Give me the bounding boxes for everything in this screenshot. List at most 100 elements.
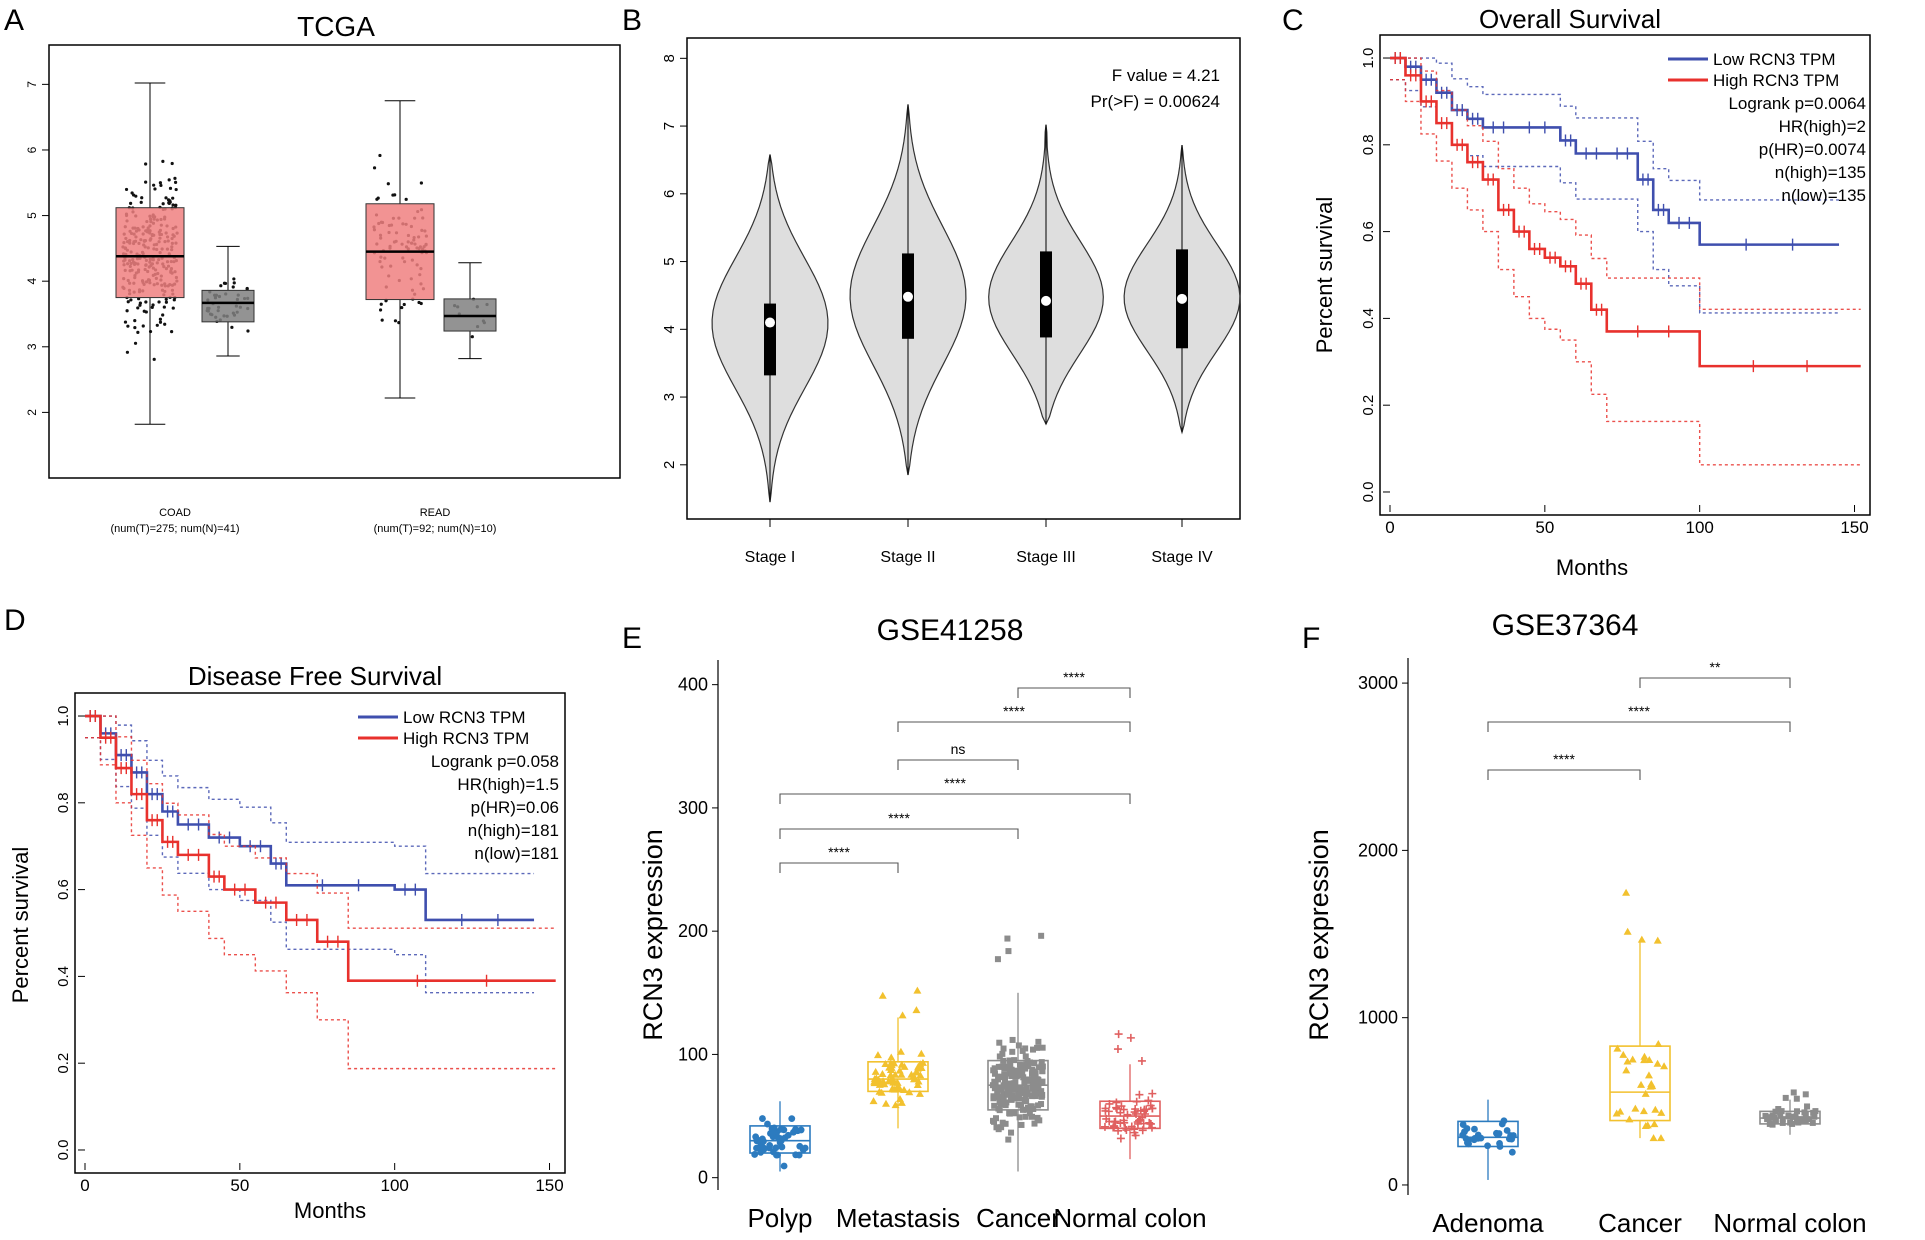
- data-point: [760, 1146, 768, 1153]
- data-point: [1023, 1098, 1030, 1105]
- data-point: [144, 180, 148, 184]
- data-point: [1123, 1110, 1132, 1119]
- data-point: [164, 297, 168, 301]
- data-point: [155, 323, 159, 327]
- significance-label: ****: [1063, 669, 1085, 685]
- significance-label: ****: [944, 775, 966, 791]
- data-point: [126, 300, 130, 304]
- data-point: [1656, 1134, 1665, 1142]
- data-point: [1637, 1080, 1646, 1088]
- stat-logrank: Logrank p=0.0064: [1728, 94, 1866, 113]
- legend-high-label: High RCN3 TPM: [1713, 71, 1839, 90]
- data-point: [1137, 1056, 1146, 1065]
- y-tick-label: 0: [698, 1168, 708, 1188]
- data-point: [142, 309, 146, 313]
- data-point: [912, 1006, 921, 1014]
- data-point: [916, 1071, 925, 1079]
- data-point: [378, 308, 383, 312]
- significance-bracket: [897, 759, 1019, 770]
- x-tick-label: 100: [1685, 518, 1713, 537]
- data-point: [386, 182, 390, 186]
- y-tick-label: 0.4: [1360, 308, 1377, 329]
- x-tick-label: 150: [535, 1176, 563, 1195]
- data-point: [140, 196, 144, 200]
- data-point: [1650, 1120, 1659, 1128]
- stat-hr: HR(high)=2: [1779, 117, 1866, 136]
- data-point: [174, 187, 178, 192]
- significance-label: ****: [828, 844, 850, 860]
- panel-d-title: Disease Free Survival: [188, 661, 442, 691]
- data-point: [1034, 1114, 1041, 1121]
- y-tick-label: 0.8: [55, 792, 72, 813]
- data-point: [1034, 1076, 1041, 1083]
- panel-d-xlabel: Months: [294, 1198, 366, 1223]
- data-point: [1787, 1119, 1794, 1126]
- data-point: [170, 329, 174, 334]
- data-point: [759, 1115, 766, 1122]
- data-point: [998, 1085, 1005, 1092]
- stat-hr: HR(high)=1.5: [457, 775, 559, 794]
- y-tick-label: 6: [25, 146, 39, 153]
- data-point: [1777, 1112, 1784, 1119]
- data-point: [133, 325, 137, 330]
- panel-a-tcga-boxplot: TCGA 2 3 4 5 6 7 COAD (num(T)=275; num(N)=41)…: [25, 11, 621, 535]
- data-point: [753, 1144, 760, 1152]
- data-point: [1503, 1127, 1511, 1134]
- data-point: [1030, 1106, 1037, 1113]
- data-point: [794, 1127, 802, 1135]
- data-point: [168, 199, 172, 203]
- data-point: [158, 320, 163, 324]
- data-point: [1657, 1108, 1666, 1116]
- data-point: [993, 1124, 1000, 1131]
- data-point: [873, 1051, 882, 1059]
- data-point: [991, 1070, 998, 1077]
- data-point: [161, 313, 165, 317]
- data-point: [1127, 1122, 1136, 1131]
- data-point: [171, 306, 175, 310]
- data-point: [1009, 1036, 1016, 1043]
- data-point: [1009, 1048, 1016, 1055]
- significance-bracket: [779, 793, 1131, 804]
- data-point: [766, 1141, 774, 1149]
- panel-e-gse41258: GSE41258 RCN3 expression 0 100 200 300 400 Po…: [638, 614, 1207, 1233]
- data-point: [125, 350, 130, 354]
- stat-p-hr: p(HR)=0.06: [471, 798, 559, 817]
- data-point: [1035, 1102, 1042, 1109]
- panel-a-frame: [48, 44, 621, 479]
- data-point: [1025, 1063, 1032, 1070]
- data-point: [1148, 1089, 1157, 1098]
- data-point: [1651, 1105, 1660, 1113]
- survival-curve-low: [85, 714, 535, 922]
- data-point: [1122, 1126, 1131, 1135]
- box: [867, 1061, 929, 1093]
- data-point: [161, 202, 165, 206]
- panel-c-title: Overall Survival: [1479, 4, 1661, 34]
- data-point: [881, 1099, 890, 1107]
- data-point: [138, 303, 142, 307]
- y-tick-label: 300: [678, 798, 708, 818]
- data-point: [152, 357, 156, 361]
- data-point: [223, 281, 228, 286]
- data-point: [376, 196, 380, 200]
- significance-bracket: [1487, 721, 1791, 732]
- panel-b-frame: [686, 37, 1241, 520]
- confidence-upper: [85, 715, 535, 875]
- data-point: [1039, 1078, 1046, 1085]
- significance-bracket: [779, 862, 899, 873]
- significance-bracket: [1639, 677, 1791, 688]
- data-point: [997, 1093, 1004, 1100]
- data-point: [1100, 1122, 1109, 1131]
- significance-label: ****: [1553, 751, 1575, 767]
- data-point: [996, 1039, 1003, 1046]
- data-point: [1001, 1063, 1008, 1070]
- data-point: [1471, 1125, 1478, 1133]
- data-point: [777, 1126, 785, 1133]
- data-point: [219, 284, 223, 288]
- data-point: [1653, 936, 1662, 944]
- data-point: [878, 1070, 887, 1078]
- data-point: [245, 286, 249, 291]
- data-point: [780, 1162, 788, 1170]
- data-point: [1804, 1103, 1811, 1110]
- data-point: [1019, 1047, 1026, 1054]
- anova-p-value: Pr(>F) = 0.00624: [1091, 92, 1220, 111]
